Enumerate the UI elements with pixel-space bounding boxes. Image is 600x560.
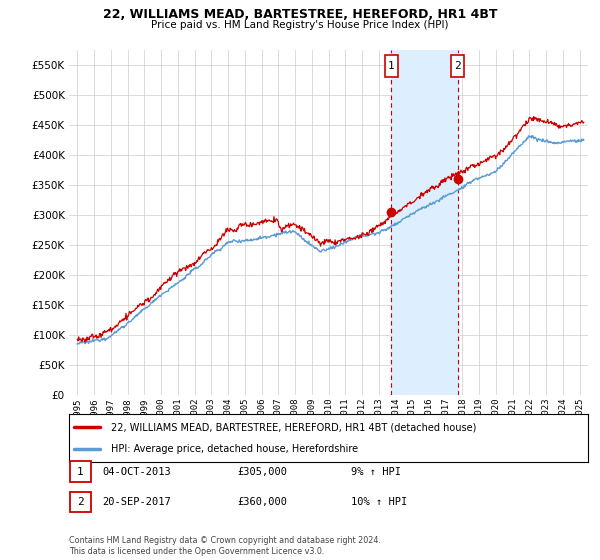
Text: £305,000: £305,000 bbox=[237, 466, 287, 477]
FancyBboxPatch shape bbox=[385, 54, 398, 77]
Text: 2: 2 bbox=[454, 61, 461, 71]
FancyBboxPatch shape bbox=[70, 492, 91, 512]
Text: 04-OCT-2013: 04-OCT-2013 bbox=[102, 466, 171, 477]
Text: 1: 1 bbox=[77, 466, 84, 477]
Text: Contains HM Land Registry data © Crown copyright and database right 2024.
This d: Contains HM Land Registry data © Crown c… bbox=[69, 536, 381, 556]
Text: 2: 2 bbox=[77, 497, 84, 507]
Text: HPI: Average price, detached house, Herefordshire: HPI: Average price, detached house, Here… bbox=[110, 444, 358, 454]
Text: Price paid vs. HM Land Registry's House Price Index (HPI): Price paid vs. HM Land Registry's House … bbox=[151, 20, 449, 30]
Text: 22, WILLIAMS MEAD, BARTESTREE, HEREFORD, HR1 4BT (detached house): 22, WILLIAMS MEAD, BARTESTREE, HEREFORD,… bbox=[110, 422, 476, 432]
FancyBboxPatch shape bbox=[70, 461, 91, 482]
Text: 9% ↑ HPI: 9% ↑ HPI bbox=[351, 466, 401, 477]
Text: 10% ↑ HPI: 10% ↑ HPI bbox=[351, 497, 407, 507]
Bar bbox=[391, 50, 458, 395]
Text: 20-SEP-2017: 20-SEP-2017 bbox=[102, 497, 171, 507]
FancyBboxPatch shape bbox=[451, 54, 464, 77]
Text: £360,000: £360,000 bbox=[237, 497, 287, 507]
Text: 1: 1 bbox=[388, 61, 395, 71]
Text: 22, WILLIAMS MEAD, BARTESTREE, HEREFORD, HR1 4BT: 22, WILLIAMS MEAD, BARTESTREE, HEREFORD,… bbox=[103, 8, 497, 21]
